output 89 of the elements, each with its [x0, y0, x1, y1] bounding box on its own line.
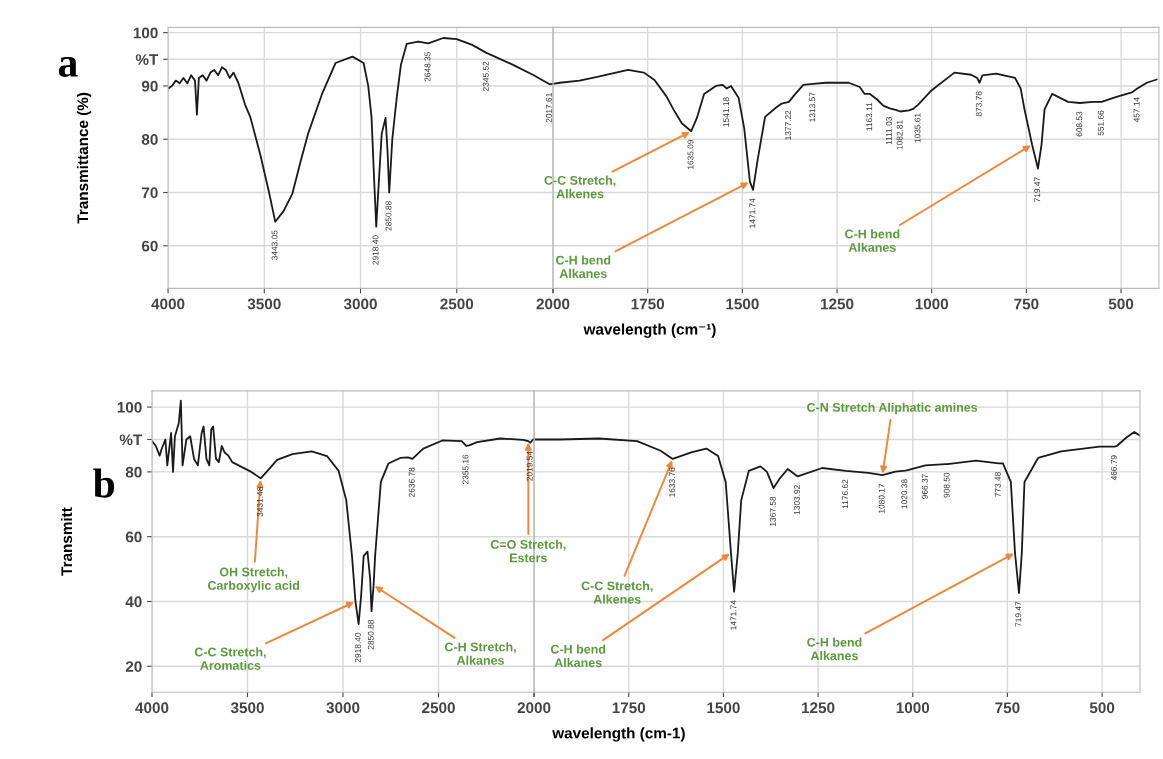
x-axis-title: wavelength (cm-1) [552, 727, 685, 742]
annotation: 2648.35 [424, 51, 431, 82]
x-tick-label: 2500 [422, 702, 455, 714]
annotation: C-N Stretch Aliphatic amines [807, 402, 978, 415]
y-tick-label: %T [119, 434, 143, 446]
x-tick-label: 3000 [326, 702, 360, 714]
x-tick-label: 1000 [896, 702, 930, 714]
annotation: 551.66 [1097, 110, 1104, 136]
annotation: C-C Stretch, Aromatics [194, 647, 266, 670]
x-tick-label: 4000 [151, 298, 185, 310]
x-tick-label: 2000 [536, 298, 570, 310]
annotation: 1303.92 [793, 485, 800, 515]
annotation: 908.50 [943, 472, 950, 498]
annotation: C-H bend Alkanes [550, 644, 606, 668]
annotation: 608.53 [1076, 111, 1083, 137]
annotation: 773.48 [994, 472, 1001, 497]
annotation: C-C Stretch, Alkenes [581, 581, 653, 604]
x-tick-label: 1750 [631, 298, 665, 310]
annotation: C-H bend Alkanes [556, 255, 611, 279]
annotation: 1080.17 [878, 483, 885, 513]
x-tick-label: 1250 [802, 702, 835, 714]
y-axis-title: Transmittance (%) [76, 92, 92, 224]
x-tick-label: 2500 [440, 298, 474, 310]
annotation: C-H Stretch, Alkanes [444, 642, 516, 665]
x-tick-label: 2000 [517, 702, 551, 714]
annotation: 2918.40 [354, 632, 361, 663]
annotation: C-H bend Alkanes [807, 637, 862, 661]
annotation: 1082.81 [896, 120, 903, 150]
x-axis-title: wavelength (cm⁻¹) [583, 323, 716, 338]
annotation: 1635.09 [687, 139, 694, 170]
annotation: 2636.78 [408, 467, 415, 497]
annotation: 466.79 [1111, 455, 1117, 481]
annotation: 966.37 [921, 474, 928, 499]
x-tick-label: 1000 [915, 298, 949, 310]
annotation: OH Stretch, Carboxylic acid [207, 567, 300, 593]
x-tick-label: 1500 [707, 702, 740, 714]
y-tick-label: 80 [125, 466, 142, 478]
annotation: 2850.88 [385, 201, 392, 231]
annotation: 2017.61 [545, 93, 552, 123]
y-tick-label: 60 [125, 531, 142, 543]
annotation: C-H bend Alkanes [845, 229, 900, 252]
y-tick-label: 100 [117, 401, 142, 413]
text: b [93, 468, 115, 498]
x-tick-label: 1500 [726, 298, 759, 310]
x-tick-label: 500 [1089, 702, 1115, 714]
y-tick-label: 90 [141, 80, 158, 92]
annotation: 2019.54 [526, 451, 533, 481]
x-tick-label: 1750 [612, 702, 646, 714]
x-tick-label: 3500 [247, 298, 281, 310]
x-tick-label: 4000 [135, 702, 169, 714]
annotation: 2918.40 [372, 235, 379, 265]
annotation: 1471.74 [749, 198, 756, 228]
x-tick-label: 3000 [343, 298, 377, 310]
text: a [58, 56, 78, 77]
y-tick-label: 80 [141, 134, 158, 145]
annotation: 719.47 [1034, 177, 1041, 202]
annotation: 1471.74 [730, 600, 737, 630]
annotation: 1367.58 [769, 496, 776, 526]
annotation: 1020.38 [901, 479, 908, 509]
annotation: 2355.16 [462, 454, 469, 484]
y-tick-label: 100 [133, 27, 158, 39]
annotation: C=O Stretch, Esters [490, 539, 566, 563]
y-tick-label: 60 [141, 240, 158, 252]
annotation: 1176.62 [842, 479, 849, 509]
annotation: 2345.52 [482, 61, 489, 91]
annotation: 1633.76 [669, 467, 675, 497]
annotation: 1035.61 [914, 113, 921, 143]
annotation: 3431.48 [256, 487, 263, 517]
y-tick-label: 20 [125, 661, 142, 672]
y-tick-label: 70 [142, 187, 158, 199]
annotation: 1541.18 [723, 97, 729, 127]
annotation: 1377.22 [785, 110, 792, 140]
annotation: 1313.57 [809, 92, 816, 122]
y-axis-title: Transmitt [60, 507, 73, 576]
x-tick-label: 3500 [230, 702, 264, 714]
annotation: 1163.11 [866, 102, 873, 131]
annotation: 3443.05 [271, 230, 278, 260]
x-tick-label: 500 [1108, 298, 1134, 310]
annotation: 457.14 [1133, 97, 1140, 123]
y-tick-label: %T [135, 54, 159, 65]
x-tick-label: 1250 [821, 298, 854, 310]
y-tick-label: 40 [125, 596, 142, 608]
annotation: 1111.03 [886, 117, 892, 145]
x-tick-label: 750 [995, 702, 1020, 714]
annotation: 719.47 [1015, 601, 1022, 627]
annotation: 2850.88 [367, 619, 374, 650]
x-tick-label: 750 [1014, 298, 1039, 310]
annotation: 873.78 [975, 91, 982, 117]
annotation: C-C Stretch, Alkenes [544, 175, 616, 199]
